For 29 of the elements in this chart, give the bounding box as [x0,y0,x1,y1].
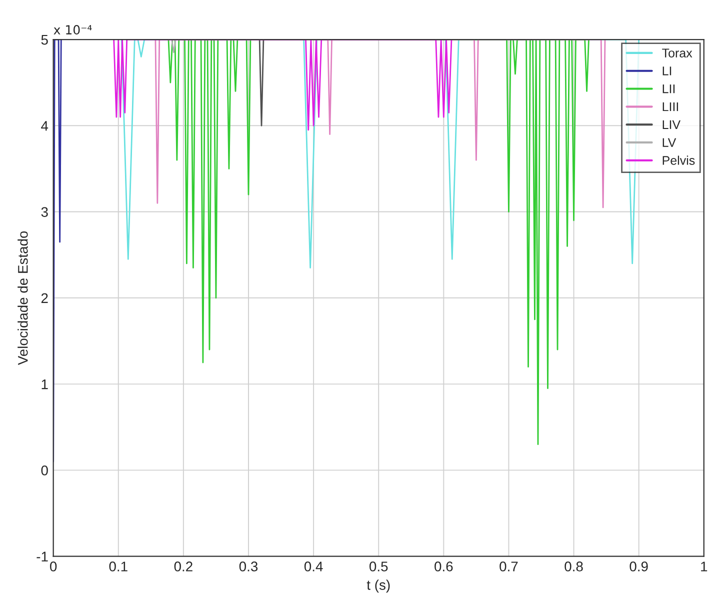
x-tick-label: 0.2 [174,562,192,572]
x-tick-label: 0.8 [564,562,583,572]
y-tick-label: 5 [41,34,48,45]
y-tick-label: 1 [42,380,48,390]
legend-label: LIV [662,120,681,129]
x-tick-label: 0.9 [630,562,648,572]
legend-label: Pelvis [662,156,695,165]
x-axis-title: t (s) [366,580,390,593]
x-tick-label: 0.7 [500,562,518,572]
y-tick-label: 4 [41,121,48,131]
x-tick-label: 0.1 [109,562,128,572]
text: x 10⁻⁴ [54,25,92,35]
y-tick-label: 0 [41,466,48,476]
x-tick-label: 0.3 [239,562,258,572]
line-series [168,40,590,446]
legend-label: Torax [662,48,692,58]
y-tick-label: 3 [41,207,48,217]
legend-label: LI [662,66,672,76]
legend-label: LV [662,138,676,147]
x-tick-label: 0.4 [304,562,323,572]
legend-label: LII [662,84,675,94]
y-tick-label: 2 [41,293,48,303]
x-tick-label: 0.6 [434,562,453,572]
legend-label: LIII [662,102,678,112]
x-tick-label: 0.5 [369,562,388,572]
y-axis-title: Velocidade de Estado [18,231,28,366]
x-tick-label: 1 [701,562,708,572]
y-tick-label: -1 [36,552,48,562]
x-tick-label: 0 [50,562,57,572]
